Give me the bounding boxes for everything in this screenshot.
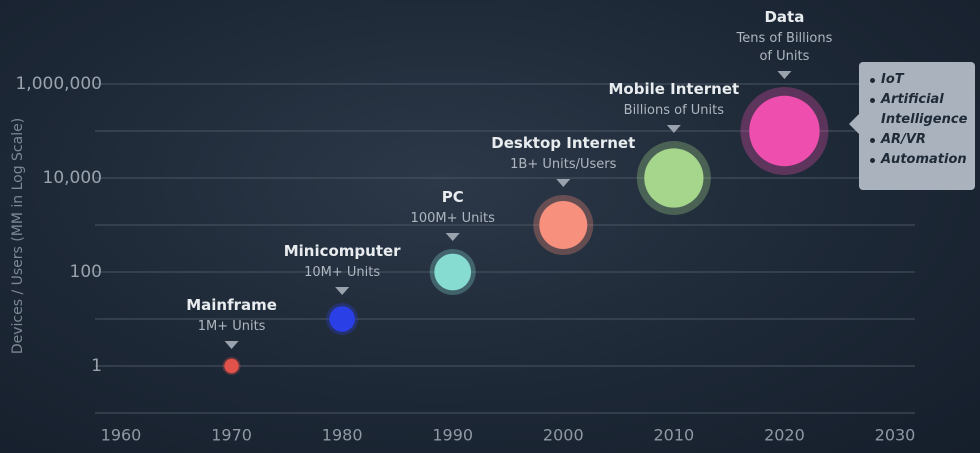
point-label: Mainframe 1M+ Units [186, 296, 277, 336]
y-tick-label: 1 [91, 356, 102, 376]
point-sublabel: Tens of Billions of Units [736, 31, 833, 64]
point-label: Mobile Internet Billions of Units [609, 80, 740, 120]
point-label: Minicomputer 10M+ Units [284, 242, 401, 282]
x-tick-label: 1990 [432, 426, 473, 445]
x-tick-label: 1980 [322, 426, 363, 445]
callout-item: AR/VR [870, 130, 969, 150]
point-name: Minicomputer [283, 242, 401, 260]
point-sublabel: 10M+ Units [304, 265, 381, 280]
x-tick-label: 1970 [211, 426, 252, 445]
point-name: Data [764, 8, 805, 26]
point-label: PC 100M+ Units [411, 188, 495, 228]
pointer-arrow [556, 179, 571, 187]
y-tick-label: 1,000,000 [15, 74, 102, 94]
point-label: Desktop Internet 1B+ Units/Users [491, 134, 635, 174]
point-name: Mainframe [186, 296, 277, 314]
bubble [329, 306, 355, 332]
bubble [434, 253, 472, 291]
callout: IoT Artificial Intelligence AR/VR Automatio… [849, 62, 975, 190]
x-tick-label: 2020 [764, 426, 805, 445]
callout-item: IoT [870, 70, 969, 90]
point-name: Desktop Internet [491, 134, 636, 152]
callout-list: IoT Artificial Intelligence AR/VR Automatio… [869, 70, 969, 170]
x-tick-label: 1960 [101, 426, 142, 445]
point-sublabel: Billions of Units [623, 103, 725, 118]
bubble [539, 201, 588, 249]
bubble [224, 358, 239, 374]
callout-item: Artificial Intelligence [870, 90, 969, 130]
pointer-arrow [224, 341, 239, 349]
callout-item: Automation [870, 150, 969, 170]
y-tick-label: 10,000 [43, 168, 102, 188]
bubble [749, 95, 820, 167]
x-tick-label: 2010 [653, 426, 694, 445]
point-sublabel: 100M+ Units [410, 211, 495, 226]
x-tick-label: 2000 [543, 426, 584, 445]
x-tick-label: 2030 [875, 426, 916, 445]
pointer-arrow [335, 287, 350, 295]
point-sublabel: 1B+ Units/Users [510, 157, 617, 172]
point-name: Mobile Internet [608, 80, 740, 98]
y-axis-title: Devices / Users (MM in Log Scale) [10, 118, 26, 354]
point-name: PC [441, 188, 464, 206]
pointer-arrow [777, 71, 792, 79]
pointer-arrow [445, 233, 460, 241]
point-label: Data Tens of Billions of Units [728, 8, 840, 66]
pointer-arrow [666, 125, 681, 133]
point-sublabel: 1M+ Units [197, 319, 266, 334]
bubble [644, 148, 704, 208]
y-tick-label: 100 [70, 262, 102, 282]
